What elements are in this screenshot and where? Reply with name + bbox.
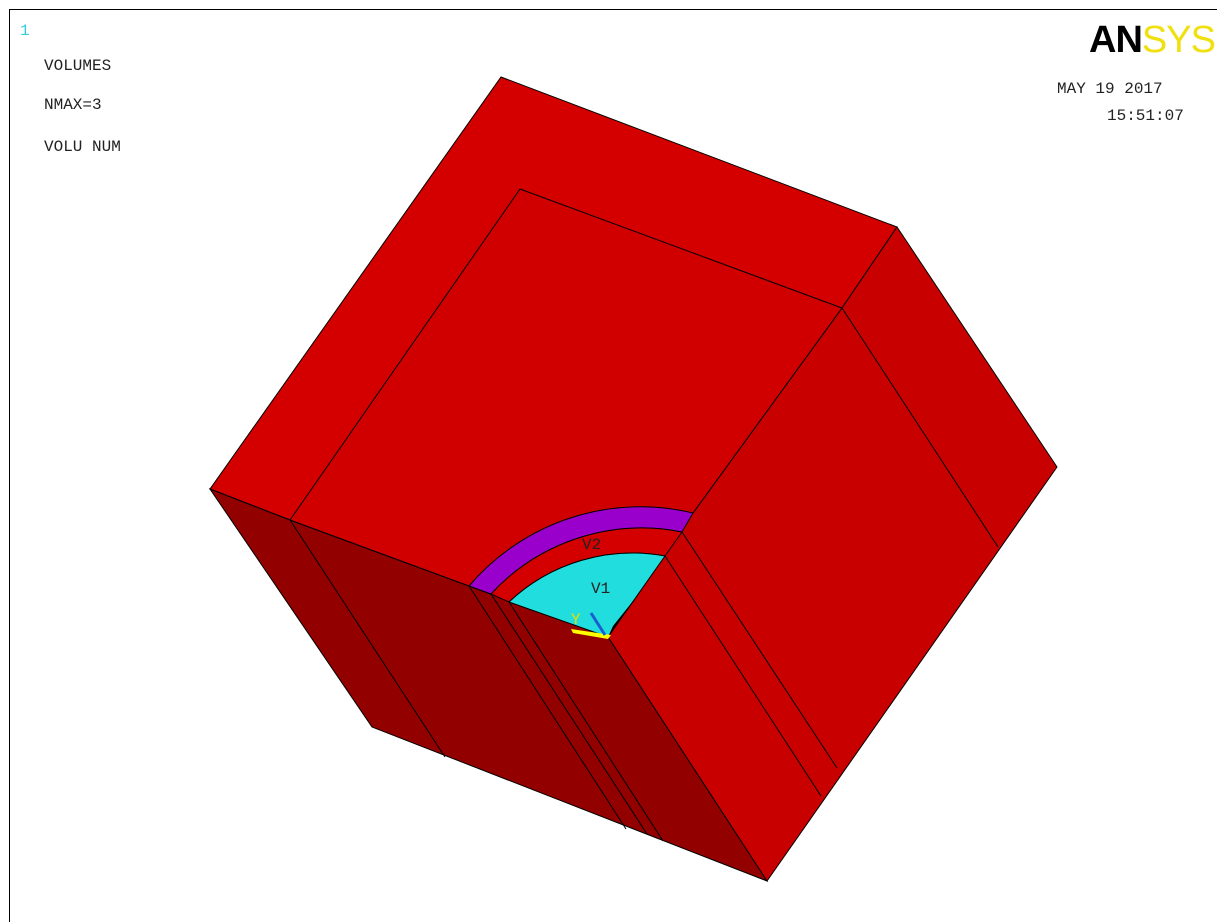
logo-text-sys: SYS	[1141, 19, 1216, 61]
cut-wedge	[608, 591, 641, 637]
volume-label-v2: V2	[582, 536, 602, 554]
ansys-logo: ANSYS	[1089, 19, 1216, 61]
window-number: 1	[20, 22, 30, 40]
triad-y-axis	[571, 629, 611, 639]
nmax-label: NMAX=3	[44, 96, 102, 114]
triad-z-axis	[589, 612, 607, 636]
right-face-edges	[664, 307, 999, 797]
plot-date: MAY 19 2017	[1057, 80, 1163, 98]
graphics-window[interactable]: 1 VOLUMES NMAX=3 VOLU NUM ANSYS MAY 19 2…	[9, 9, 1217, 922]
model-viewport[interactable]	[10, 10, 1217, 922]
volume-label-v1: V1	[591, 580, 611, 598]
plot-type-label: VOLUMES	[44, 57, 112, 75]
sector-v1-volume	[508, 552, 666, 638]
plot-time: 15:51:07	[1107, 107, 1184, 125]
numbering-label: VOLU NUM	[44, 138, 121, 156]
logo-text-an: AN	[1089, 19, 1143, 61]
left-face-edges	[289, 519, 664, 842]
triad-y-label: Y	[571, 611, 581, 629]
